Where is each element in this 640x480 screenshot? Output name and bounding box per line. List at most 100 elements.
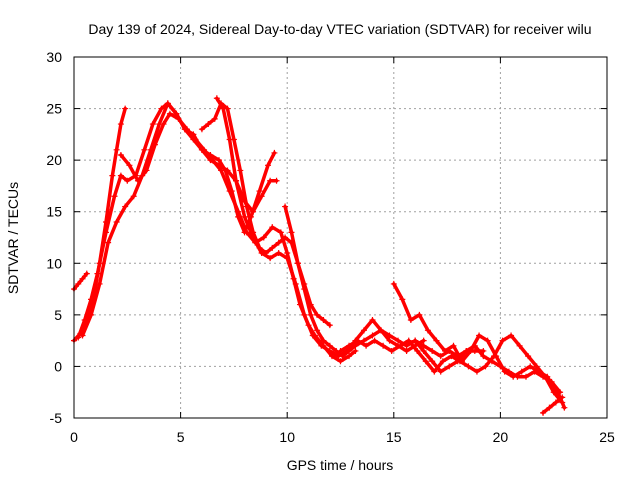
data-point-marker bbox=[105, 239, 112, 246]
series-line bbox=[200, 101, 332, 327]
data-point-marker bbox=[471, 342, 478, 349]
data-point-marker bbox=[292, 280, 299, 287]
grid bbox=[74, 57, 607, 418]
data-point-marker bbox=[113, 219, 120, 226]
data-point-marker bbox=[250, 234, 257, 241]
data-point-marker bbox=[397, 342, 404, 349]
data-point-marker bbox=[94, 270, 101, 277]
data-point-marker bbox=[552, 399, 559, 406]
data-point-marker bbox=[166, 110, 173, 117]
data-point-marker bbox=[480, 347, 487, 354]
data-point-marker bbox=[380, 342, 387, 349]
data-point-marker bbox=[412, 337, 419, 344]
data-point-marker bbox=[522, 373, 529, 380]
data-point-marker bbox=[152, 141, 159, 148]
data-point-marker bbox=[429, 358, 436, 365]
data-point-marker bbox=[143, 167, 150, 174]
data-point-marker bbox=[275, 239, 282, 246]
data-point-marker bbox=[314, 327, 321, 334]
data-series-arc-8 bbox=[282, 203, 487, 360]
data-point-marker bbox=[294, 260, 301, 267]
x-tick-label: 5 bbox=[177, 429, 185, 445]
y-tick-label: -5 bbox=[50, 410, 63, 426]
series-line bbox=[413, 338, 562, 394]
data-point-marker bbox=[158, 105, 165, 112]
data-point-marker bbox=[439, 358, 446, 365]
data-point-marker bbox=[243, 203, 250, 210]
data-point-marker bbox=[301, 311, 308, 318]
data-point-marker bbox=[215, 157, 222, 164]
data-point-marker bbox=[557, 389, 564, 396]
data-point-marker bbox=[149, 121, 156, 128]
y-tick-label: 0 bbox=[54, 358, 62, 374]
data-point-marker bbox=[433, 337, 440, 344]
data-point-marker bbox=[271, 149, 278, 156]
data-point-marker bbox=[360, 327, 367, 334]
data-point-marker bbox=[416, 311, 423, 318]
data-point-marker bbox=[390, 280, 397, 287]
data-point-marker bbox=[122, 105, 129, 112]
plot-frame bbox=[73, 56, 608, 419]
data-point-marker bbox=[488, 358, 495, 365]
data-point-marker bbox=[352, 347, 359, 354]
data-point-marker bbox=[527, 363, 534, 370]
data-point-marker bbox=[250, 208, 257, 215]
data-point-marker bbox=[102, 229, 109, 236]
data-point-marker bbox=[363, 342, 370, 349]
data-point-marker bbox=[284, 249, 291, 256]
data-point-marker bbox=[282, 203, 289, 210]
data-point-marker bbox=[561, 404, 568, 411]
data-point-marker bbox=[81, 317, 88, 324]
data-point-marker bbox=[288, 229, 295, 236]
data-point-marker bbox=[318, 342, 325, 349]
data-point-marker bbox=[326, 342, 333, 349]
data-point-marker bbox=[275, 249, 282, 256]
data-point-marker bbox=[422, 358, 429, 365]
data-series-arc-5 bbox=[117, 110, 359, 365]
data-point-marker bbox=[446, 363, 453, 370]
data-point-marker bbox=[326, 347, 333, 354]
data-point-marker bbox=[441, 347, 448, 354]
data-point-marker bbox=[265, 162, 272, 169]
data-point-marker bbox=[134, 177, 141, 184]
data-point-marker bbox=[429, 347, 436, 354]
data-point-marker bbox=[346, 342, 353, 349]
data-point-marker bbox=[96, 280, 103, 287]
data-point-marker bbox=[209, 157, 216, 164]
data-point-marker bbox=[414, 347, 421, 354]
data-point-marker bbox=[218, 167, 225, 174]
data-point-marker bbox=[109, 172, 116, 179]
series-line bbox=[119, 111, 358, 364]
data-point-marker bbox=[117, 172, 124, 179]
data-series-arc-7 bbox=[213, 95, 427, 360]
data-point-marker bbox=[407, 317, 414, 324]
data-point-marker bbox=[83, 270, 90, 277]
y-tick-label: 15 bbox=[46, 204, 62, 220]
series-group bbox=[71, 95, 568, 416]
data-point-marker bbox=[395, 337, 402, 344]
data-point-marker bbox=[220, 105, 227, 112]
data-point-marker bbox=[346, 347, 353, 354]
data-point-marker bbox=[320, 337, 327, 344]
x-tick-label: 20 bbox=[493, 429, 509, 445]
data-point-marker bbox=[164, 100, 171, 107]
data-point-marker bbox=[518, 368, 525, 375]
data-point-marker bbox=[79, 332, 86, 339]
y-tick-label: 10 bbox=[46, 255, 62, 271]
data-point-marker bbox=[211, 115, 218, 122]
data-point-marker bbox=[405, 337, 412, 344]
data-point-marker bbox=[320, 317, 327, 324]
data-point-marker bbox=[235, 208, 242, 215]
y-tick-label: 20 bbox=[46, 152, 62, 168]
data-point-marker bbox=[267, 177, 274, 184]
data-point-marker bbox=[284, 255, 291, 262]
axes: 0 5 10 15 20 25 -5 0 5 10 15 20 25 30 bbox=[46, 49, 615, 445]
y-axis-label: SDTVAR / TECUs bbox=[5, 182, 21, 294]
data-series-arc-12 bbox=[540, 394, 566, 416]
data-point-marker bbox=[540, 373, 547, 380]
data-point-marker bbox=[256, 188, 263, 195]
data-point-marker bbox=[548, 378, 555, 385]
data-point-marker bbox=[243, 229, 250, 236]
data-point-marker bbox=[431, 368, 438, 375]
data-point-marker bbox=[337, 347, 344, 354]
